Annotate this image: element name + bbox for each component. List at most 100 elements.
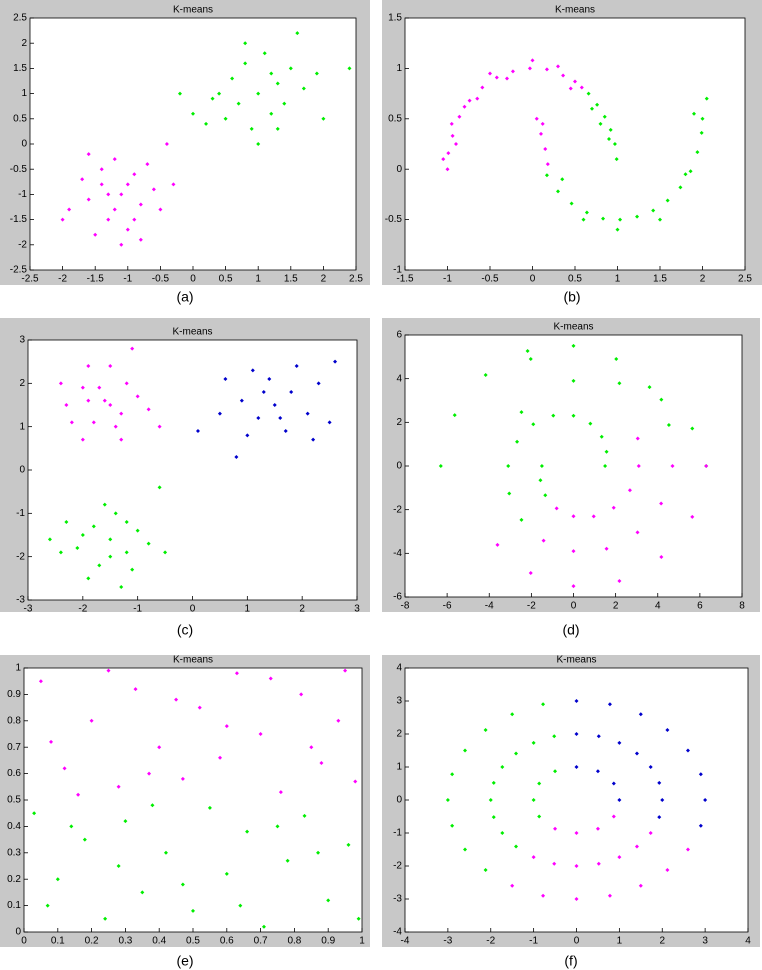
point [608,127,613,132]
point [438,464,443,468]
point [483,867,488,872]
point [174,697,179,702]
point [573,79,577,84]
x-tick-label: -2 [78,604,87,615]
point [197,705,202,710]
chart-title: K-means [553,322,593,333]
point [80,385,85,390]
point [288,66,293,71]
x-tick-label: 0 [190,274,196,285]
point [64,520,69,524]
x-tick-label: 0.9 [321,936,335,947]
point [171,182,176,187]
point [612,142,617,146]
point [690,514,695,519]
point [223,377,228,381]
point [590,106,594,111]
plot-area [27,339,358,601]
point [614,357,619,362]
point [659,501,664,506]
x-tick-label: -1 [123,274,132,285]
point [528,357,533,362]
y-tick-label: 1.5 [388,13,402,24]
point [157,424,162,429]
y-tick-label: 0 [19,465,25,476]
point [234,455,239,459]
point [80,177,85,182]
point [480,85,485,90]
point [467,98,472,103]
point [147,771,152,776]
x-tick-label: 0.5 [568,274,582,285]
point [319,761,324,766]
point [108,403,113,407]
point [670,464,675,468]
point [164,142,169,146]
y-tick-label: 0.3 [7,847,21,858]
point [113,511,118,516]
point [256,416,261,420]
y-tick-label: 6 [396,330,402,341]
point [659,555,664,560]
point [112,207,117,212]
y-tick-label: -2 [18,239,27,250]
point [282,101,287,106]
point [218,755,223,760]
point [685,748,690,753]
point [579,85,584,90]
point [665,867,670,872]
point [574,864,579,868]
point [234,671,239,676]
y-tick-label: 0.7 [7,742,21,753]
point [133,687,138,692]
point [321,116,326,121]
point [157,745,162,750]
point [607,893,612,898]
point [130,567,135,572]
x-tick-label: 2 [613,601,619,612]
point [586,91,591,96]
x-tick-label: 0.1 [51,936,65,947]
point [596,734,601,739]
point [541,702,546,707]
point [604,546,609,551]
point [541,538,546,543]
point [530,58,535,63]
point [55,877,60,882]
point [441,157,446,162]
point [91,524,96,529]
point [245,829,250,834]
point [500,831,505,835]
point [660,798,665,802]
x-tick-label: 1 [617,936,623,947]
point [598,121,603,126]
y-tick-label: 4 [396,373,402,384]
point [602,114,607,119]
point [528,570,533,575]
y-tick-label: 0 [396,164,402,175]
point [124,381,129,386]
y-tick-label: 0 [21,139,27,150]
point [89,718,94,723]
point [658,217,662,222]
point [514,751,519,756]
point [603,464,608,468]
point [635,214,640,219]
point [230,76,235,81]
x-tick-label: -3 [443,936,452,947]
y-tick-label: -6 [393,592,402,603]
point [207,805,212,810]
chart-title: K-means [173,5,213,16]
point [116,864,121,868]
point [69,420,74,425]
point [457,114,462,119]
point [617,798,622,802]
point [180,776,185,781]
x-tick-label: 0 [571,601,577,612]
point [507,491,512,496]
point [657,815,662,820]
point [158,207,163,212]
point [531,740,536,745]
y-tick-label: 2.5 [13,13,27,24]
point [595,769,600,774]
